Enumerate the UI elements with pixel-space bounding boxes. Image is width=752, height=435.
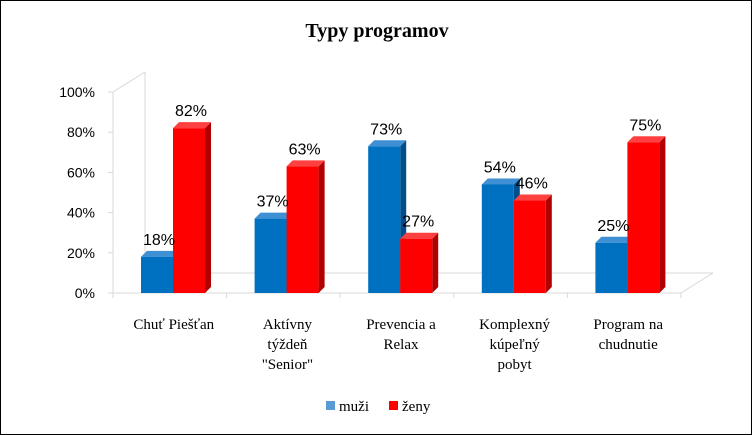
bar-front-face — [595, 242, 628, 293]
bar-front-face — [400, 238, 433, 293]
bar-muzi-0 — [141, 250, 179, 293]
category-label-0: Chuť Piešťan — [133, 317, 214, 333]
data-label-muzi-3: 54% — [484, 159, 516, 176]
bar-front-face — [254, 218, 287, 293]
y-axis-top-edge — [112, 71, 146, 93]
data-label-muzi-2: 73% — [370, 121, 402, 138]
data-label-zeny-2: 27% — [402, 214, 434, 231]
y-tick-label: 0% — [75, 285, 95, 301]
bar-front-face — [173, 128, 205, 293]
y-tick-label: 80% — [67, 124, 95, 140]
bar-top-face — [481, 178, 520, 185]
bar-top-face — [173, 122, 211, 129]
bar-top-face — [141, 250, 179, 257]
bar-top-face — [627, 136, 666, 143]
category-label-3: Komplexný kúpeľný pobyt — [479, 317, 550, 373]
bar-front-face — [141, 256, 173, 293]
bar-front-face — [481, 184, 514, 293]
legend-swatch-muzi — [326, 401, 335, 410]
category-label-4: Program na chudnutie — [593, 317, 663, 353]
bar-top-face — [368, 140, 407, 147]
bars-layer — [141, 122, 666, 294]
labels-layer: 18% 82% Chuť Piešťan 37% 63% Aktívny týždeň "Se… — [133, 103, 663, 373]
legend-label-zeny: ženy — [402, 399, 431, 415]
bar-side-face — [432, 232, 439, 293]
bar-side-face — [205, 122, 211, 294]
bar-front-face — [513, 200, 546, 293]
bar-top-face — [595, 236, 634, 243]
bar-side-face — [318, 160, 325, 293]
legend-label-muzi: muži — [339, 399, 369, 415]
bar-front-face — [627, 142, 660, 293]
bar-top-face — [254, 212, 293, 219]
bar-front-face — [368, 146, 401, 293]
bar-zeny-0 — [173, 122, 211, 294]
axis-layer: 0% 20% 40% 60% 80% 100% — [59, 71, 714, 301]
bar-zeny-1 — [286, 160, 325, 293]
legend: muži ženy — [326, 399, 431, 415]
bar-top-face — [513, 194, 552, 201]
y-tick-label: 100% — [59, 84, 95, 100]
y-tick-label: 40% — [67, 205, 95, 221]
bar-side-face — [659, 136, 666, 293]
bar-front-face — [286, 166, 319, 293]
category-label-1: Aktívny týždeň "Senior" — [262, 317, 313, 373]
category-label-2: Prevencia a Relax — [366, 317, 436, 353]
data-label-zeny-0: 82% — [175, 103, 207, 120]
data-label-zeny-1: 63% — [289, 141, 321, 158]
data-label-zeny-4: 75% — [629, 117, 661, 134]
legend-swatch-zeny — [389, 401, 398, 410]
data-label-muzi-1: 37% — [257, 194, 289, 211]
data-label-muzi-0: 18% — [143, 232, 175, 249]
bar-zeny-4 — [627, 136, 666, 293]
bar-side-face — [545, 194, 552, 293]
y-tick-label: 60% — [67, 164, 95, 180]
data-label-zeny-3: 46% — [516, 176, 548, 193]
chart-title: Typy programov — [305, 20, 448, 42]
data-label-muzi-4: 25% — [597, 218, 629, 235]
bar-top-face — [286, 160, 325, 167]
y-tick-label: 20% — [67, 245, 95, 261]
bar-zeny-2 — [400, 232, 439, 293]
bar-zeny-3 — [513, 194, 552, 293]
bar-top-face — [400, 232, 439, 239]
